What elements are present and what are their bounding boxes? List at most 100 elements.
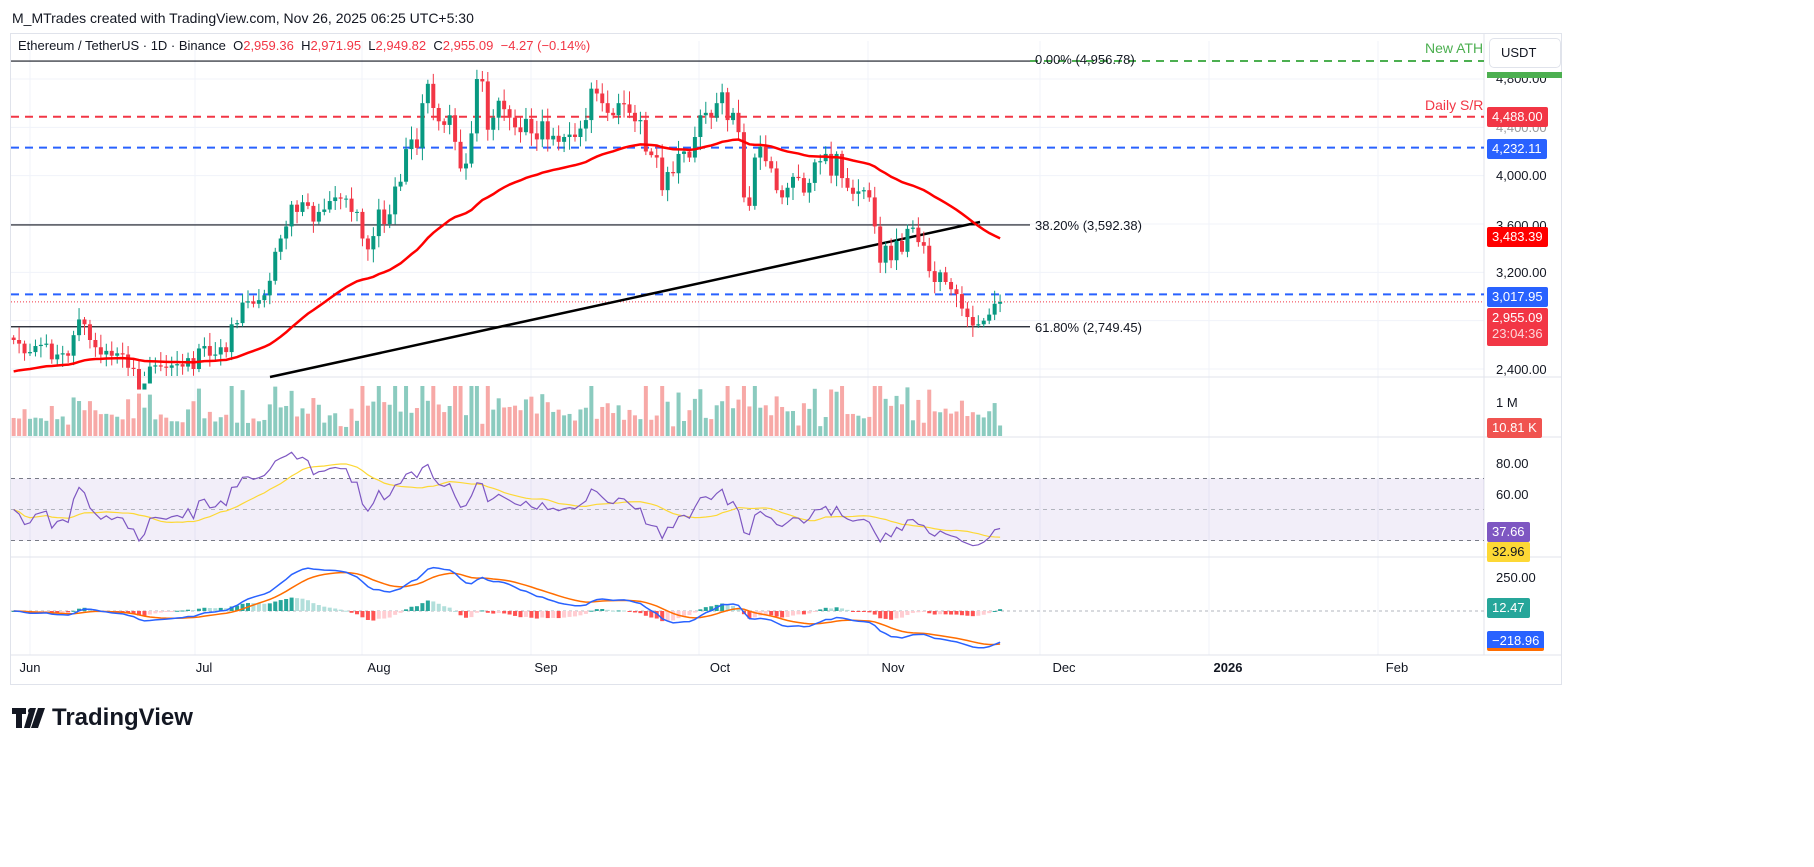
candle-body [120,353,125,355]
volume-bar [643,386,648,436]
volume-bar [545,402,550,436]
change-value: −4.27 (−0.14%) [500,38,591,53]
volume-bar [878,386,883,436]
candle-body [360,211,365,239]
candle-body [616,103,621,116]
volume-bar [474,386,479,436]
time-label: Aug [367,660,391,675]
candle-body [796,176,801,179]
candle-body [480,79,485,82]
candle-body [752,157,757,206]
candle-body [104,350,109,355]
macd-histogram-bar [861,611,866,612]
volume-bar [949,413,954,436]
candle-body [747,197,752,206]
macd-histogram-bar [627,611,632,612]
macd-histogram-bar [360,611,365,618]
volume-bar [981,417,986,436]
macd-histogram-bar [420,603,425,611]
candle-body [883,245,888,263]
volume-bar [295,416,300,436]
volume-bar [485,386,490,436]
candle-body [229,324,234,353]
volume-bar [387,404,392,436]
symbol-name[interactable]: Ethereum / TetherUS · 1D · Binance [18,38,226,53]
macd-histogram-bar [791,611,795,616]
macd-histogram-bar [458,611,463,616]
macd-histogram-bar [305,600,310,611]
volume-bar [741,386,746,436]
macd-histogram-bar [507,611,512,615]
volume-bar [622,419,627,436]
tradingview-logo[interactable]: TradingView [12,704,193,732]
close-value: 2,955.09 [442,38,494,53]
macd-histogram-bar [262,603,267,611]
low-value: 2,949.82 [375,38,427,53]
macd-histogram-bar [921,611,926,612]
candle-body [981,320,986,325]
macd-histogram-bar [850,611,855,612]
macd-histogram-bar [414,606,419,611]
candle-body [338,197,343,199]
macd-histogram-bar [425,600,430,611]
volume-bar [17,418,22,436]
candle-body [442,121,447,125]
volume-bar [491,409,496,436]
macd-histogram-bar [654,611,659,619]
candle-body [404,149,409,182]
macd-histogram-bar [77,608,82,611]
volume-bar [562,415,567,436]
candle-countdown: 23:04:36 [1492,326,1543,341]
macd-histogram-bar [916,611,921,613]
volume-bar [943,408,948,436]
macd-histogram-bar [256,603,261,611]
trendline [269,220,981,379]
candle-body [322,209,327,212]
candle-body [731,112,736,121]
candle-body [605,103,610,113]
volume-bar [164,417,169,436]
volume-bar [77,401,82,436]
candle-body [213,354,218,356]
macd-histogram-bar [959,611,964,616]
volume-bar [703,417,708,436]
volume-bar [534,413,539,436]
volume-bar [840,386,845,436]
candle-body [611,112,616,116]
macd-histogram-bar [218,607,223,611]
volume-bar [33,417,38,436]
candle-body [295,204,300,212]
candle-body [513,117,518,128]
macd-histogram-bar [682,611,686,617]
volume-bar [224,414,229,436]
candle-body [305,202,310,206]
volume-bar [709,419,714,436]
macd-histogram-bar [611,610,616,612]
macd-histogram-bar [142,611,147,616]
candle-body [970,317,975,326]
volume-bar [44,420,49,436]
macd-histogram-bar [845,609,850,611]
volume-bar [175,421,180,436]
macd-histogram-bar [867,611,872,613]
candle-body [791,176,795,188]
volume-bar [736,399,741,436]
candle-body [420,103,425,148]
candle-body [965,308,970,318]
volume-bar [191,401,196,436]
candle-body [344,198,349,200]
macd-histogram-bar [485,611,490,613]
price-tick: 3,200.00 [1496,265,1547,280]
currency-button[interactable]: USDT [1489,38,1561,68]
volume-bar [469,386,474,436]
volume-bar [654,415,659,436]
candle-body [720,92,725,104]
macd-histogram-bar [671,611,676,621]
macd-histogram-bar [692,611,697,613]
candle-body [267,280,272,296]
candle-body [98,347,103,355]
candle-body [300,202,305,212]
time-label: Jul [195,660,213,675]
macd-histogram-bar [883,611,888,619]
